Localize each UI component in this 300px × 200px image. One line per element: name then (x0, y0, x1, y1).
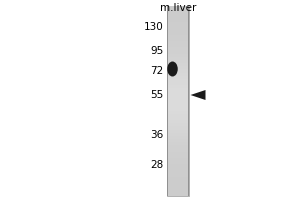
Bar (167, 110, 189, 114)
Bar (167, 95, 189, 98)
Text: 95: 95 (150, 46, 164, 56)
Bar (167, 6, 189, 9)
Bar (167, 28, 189, 31)
Bar (167, 92, 189, 95)
Bar (167, 66, 189, 69)
Bar (167, 123, 189, 126)
Bar (167, 161, 189, 164)
Bar (167, 107, 189, 110)
Bar (167, 152, 189, 155)
Bar (167, 47, 189, 50)
Bar (167, 101, 189, 104)
Bar (167, 82, 189, 85)
Bar (167, 158, 189, 161)
Bar (167, 50, 189, 53)
Bar (167, 57, 189, 60)
Bar (167, 69, 189, 73)
Bar (167, 44, 189, 47)
Text: 28: 28 (150, 160, 164, 170)
Bar (167, 16, 189, 19)
Bar (167, 60, 189, 63)
Bar (167, 104, 189, 107)
Bar (167, 72, 189, 76)
Bar (167, 63, 189, 66)
Bar (167, 9, 189, 12)
Bar (167, 164, 189, 168)
Bar (167, 180, 189, 183)
Text: 55: 55 (150, 90, 164, 100)
Bar (167, 174, 189, 177)
Bar (167, 53, 189, 57)
Bar (167, 190, 189, 193)
Bar (167, 171, 189, 174)
Ellipse shape (167, 62, 178, 76)
Text: 130: 130 (144, 22, 164, 32)
Polygon shape (190, 90, 206, 100)
Bar (167, 168, 189, 171)
Text: 72: 72 (150, 66, 164, 76)
Bar (167, 183, 189, 186)
Bar (167, 25, 189, 28)
Bar (167, 6, 168, 196)
Bar (167, 139, 189, 142)
Bar (167, 41, 189, 44)
Bar (167, 117, 189, 120)
Bar (167, 126, 189, 130)
Bar (167, 76, 189, 79)
Bar (167, 12, 189, 16)
Text: 36: 36 (150, 130, 164, 140)
Bar (167, 155, 189, 158)
Bar (167, 34, 189, 38)
Bar (167, 114, 189, 117)
Bar (167, 142, 189, 145)
Bar (167, 19, 189, 22)
Bar (167, 85, 189, 88)
Bar (167, 31, 189, 35)
Bar (167, 193, 189, 196)
Bar (167, 177, 189, 180)
Bar (167, 88, 189, 92)
Bar (167, 6, 189, 196)
Bar (167, 136, 189, 139)
Bar (167, 79, 189, 82)
Bar (167, 145, 189, 148)
Bar (167, 130, 189, 133)
Bar (167, 186, 189, 190)
Bar (188, 6, 189, 196)
Bar (167, 38, 189, 41)
Bar (167, 148, 189, 152)
Bar (167, 133, 189, 136)
Bar (167, 120, 189, 123)
Bar (167, 98, 189, 101)
Bar (167, 22, 189, 25)
Text: m.liver: m.liver (160, 3, 197, 13)
